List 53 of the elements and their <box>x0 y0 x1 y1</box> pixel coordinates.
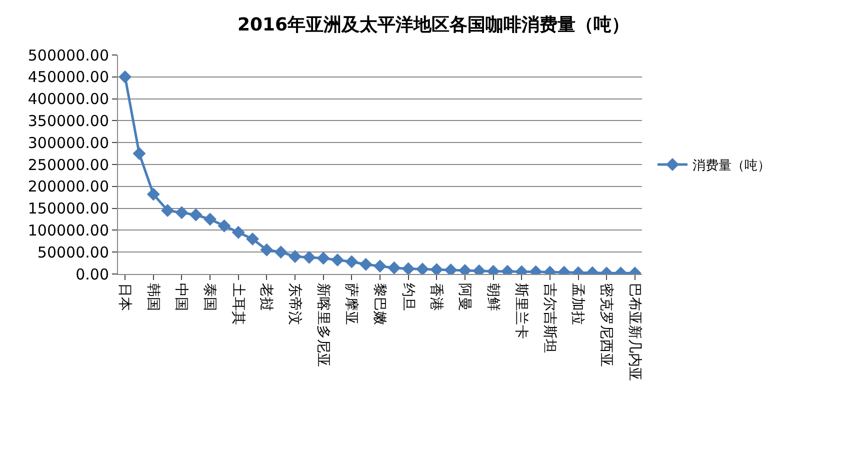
y-tick-label: 250000.00 <box>28 156 109 174</box>
x-tick-label: 老挝 <box>258 282 274 311</box>
y-tick-label: 300000.00 <box>28 134 109 152</box>
x-tick-label: 土耳其 <box>230 282 246 325</box>
y-tick-label: 50000.00 <box>37 243 109 262</box>
point <box>204 212 217 226</box>
y-tick-label: 100000.00 <box>28 221 109 240</box>
x-tick-label: 黎巴嫩 <box>371 282 388 325</box>
x-tick-label: 阿曼 <box>456 282 472 311</box>
x-tick-label: 泰国 <box>202 282 218 311</box>
x-tick-label: 中国 <box>173 282 190 311</box>
point <box>246 232 260 246</box>
point <box>331 253 344 266</box>
point <box>402 262 415 274</box>
point <box>175 206 188 220</box>
chart-title: 2016年亚洲及太平洋地区各国咖啡消费量（吨） <box>237 14 630 36</box>
x-tick-label: 吉尔吉斯坦 <box>541 282 558 353</box>
y-tick-label: 500000.00 <box>28 46 109 64</box>
x-tick-label: 孟加拉 <box>570 282 586 325</box>
point <box>132 147 146 160</box>
point <box>232 226 245 239</box>
point <box>388 261 401 274</box>
y-tick-label: 150000.00 <box>28 200 109 218</box>
y-tick-label: 400000.00 <box>28 90 109 108</box>
point <box>359 258 372 271</box>
x-tick-label: 巴布亚新几内亚 <box>626 282 642 381</box>
y-tick-label: 0.00 <box>76 265 109 284</box>
x-tick-label: 密克罗尼西亚 <box>598 282 614 367</box>
point <box>374 260 386 273</box>
point <box>345 255 358 268</box>
x-tick-label: 斯里兰卡 <box>513 282 530 339</box>
x-tick-label: 韩国 <box>144 282 161 311</box>
point <box>274 246 288 259</box>
x-tick-label: 新喀里多尼亚 <box>314 282 331 367</box>
point <box>416 262 429 274</box>
point <box>218 219 231 232</box>
x-tick-label: 日本 <box>116 282 133 311</box>
legend-label: 消费量（吨） <box>692 158 770 174</box>
point <box>189 208 202 222</box>
x-tick-label: 萨摩亚 <box>343 282 360 325</box>
point <box>161 204 174 217</box>
point <box>260 243 274 256</box>
y-tick-label: 350000.00 <box>28 112 109 130</box>
point <box>288 250 302 263</box>
x-tick-label: 东帝汶 <box>286 282 302 325</box>
x-tick-label: 朝鲜 <box>484 282 501 311</box>
y-tick-label: 200000.00 <box>28 178 109 196</box>
x-tick-label: 香港 <box>428 282 444 311</box>
y-tick-label: 450000.00 <box>28 68 109 86</box>
point <box>302 250 316 264</box>
point <box>316 252 330 265</box>
point <box>146 188 160 201</box>
x-tick-label: 约旦 <box>400 282 416 311</box>
